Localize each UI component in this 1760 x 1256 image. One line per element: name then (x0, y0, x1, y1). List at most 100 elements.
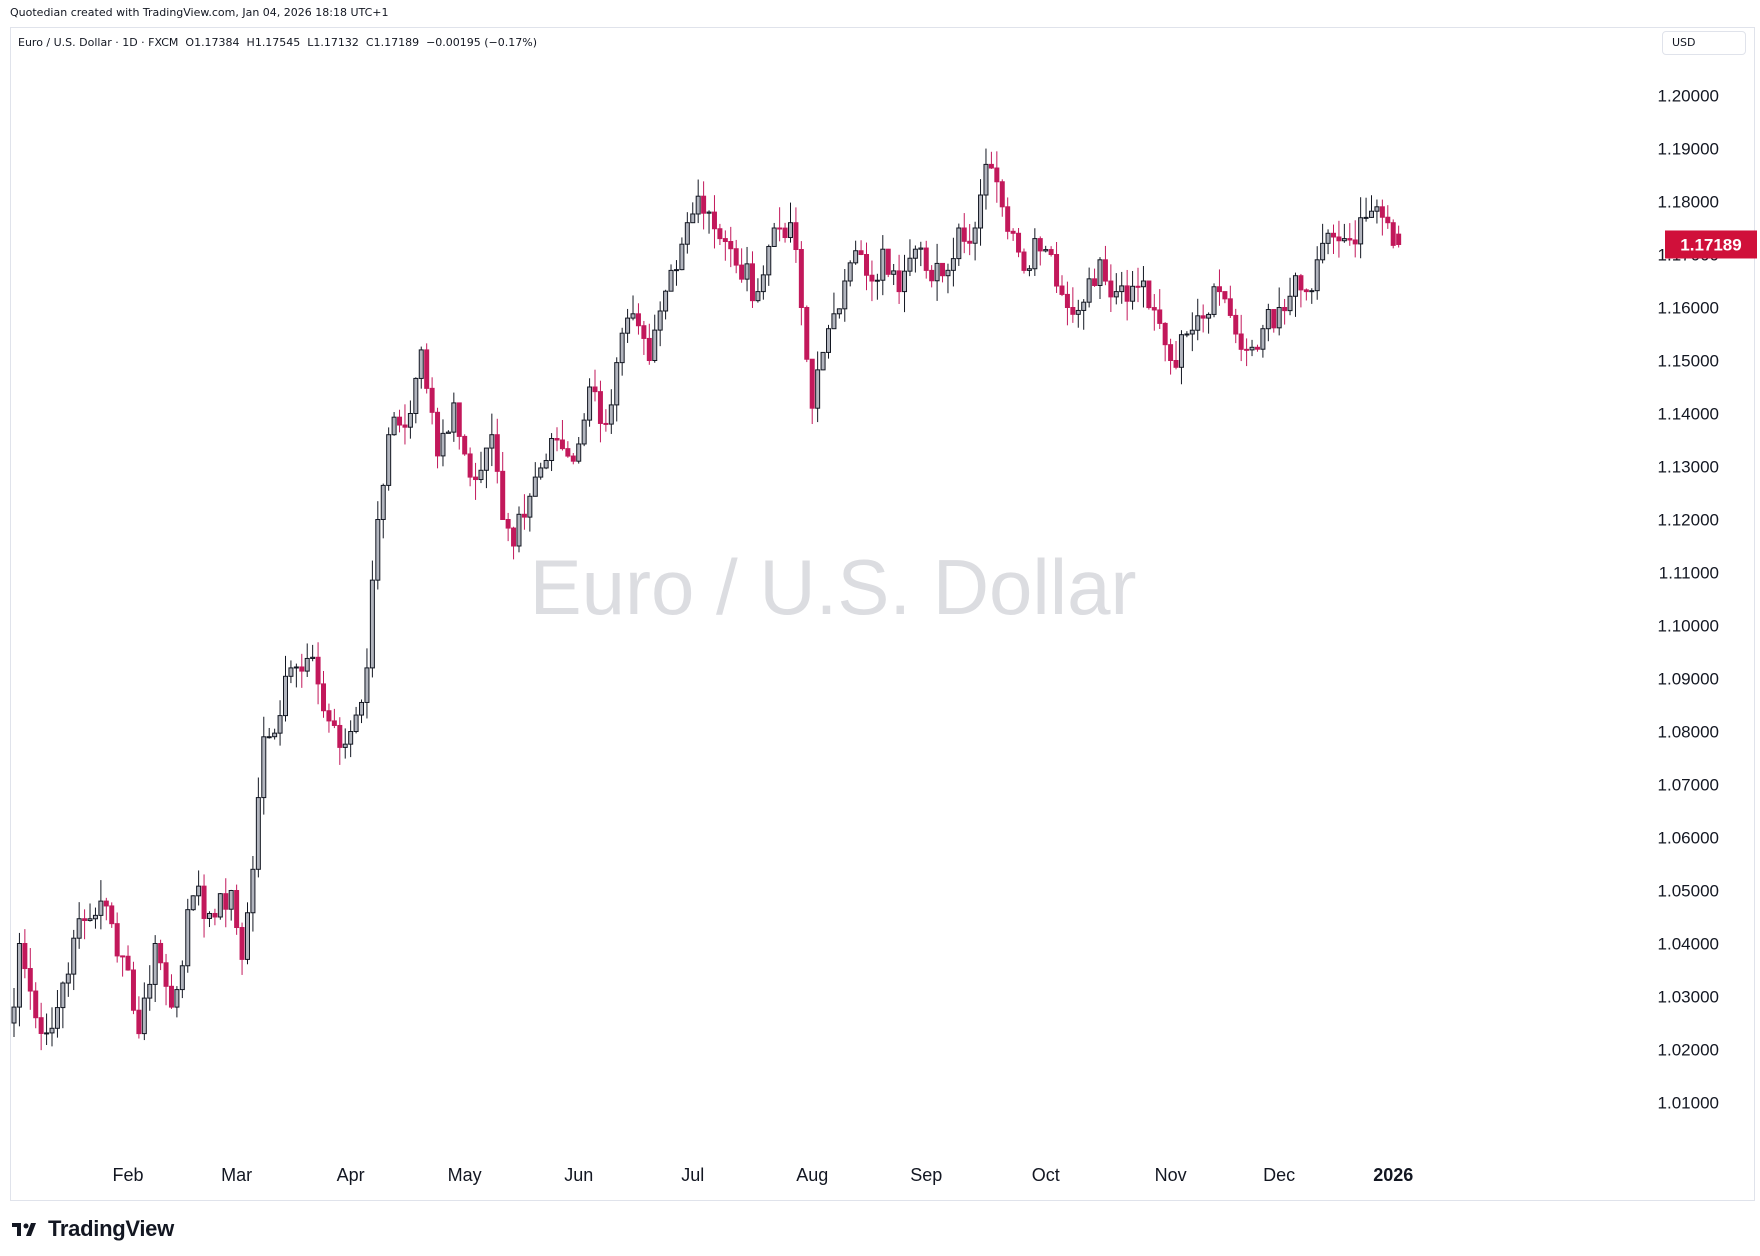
candle-body (1016, 232, 1022, 253)
candle-body (570, 455, 576, 462)
candle (125, 945, 131, 971)
candle (1026, 265, 1032, 277)
candle-body (1102, 259, 1108, 282)
candle (630, 295, 636, 321)
y-tick-label: 1.14000 (1658, 405, 1719, 424)
candle-body (179, 965, 185, 991)
candle (554, 427, 560, 452)
candle-body (815, 369, 821, 409)
last-price-label: 1.17189 (1680, 235, 1741, 254)
candle-body (1222, 291, 1228, 300)
candle (1216, 269, 1222, 306)
candle-body (1081, 301, 1087, 311)
candle (500, 451, 506, 521)
candle-body (342, 743, 348, 748)
candle-body (684, 222, 690, 245)
candle (478, 451, 484, 484)
candle (261, 716, 267, 815)
candle-body (923, 247, 929, 271)
y-tick-label: 1.02000 (1658, 1041, 1719, 1060)
candle-body (1325, 232, 1331, 244)
candle (1102, 245, 1108, 286)
candle (570, 453, 576, 465)
candle-body (543, 459, 549, 469)
currency-tag[interactable]: USD (1662, 31, 1746, 55)
candle-body (283, 675, 288, 717)
candle (543, 453, 549, 470)
candle-body (1151, 307, 1157, 311)
candle (641, 320, 647, 355)
candle (587, 378, 593, 427)
candle-body (554, 438, 560, 441)
candle-body (418, 349, 424, 379)
candle-body (1108, 280, 1114, 298)
candle-body (201, 885, 207, 919)
candle (538, 462, 544, 480)
candle (847, 260, 853, 287)
candle (782, 222, 788, 243)
candle-body (1054, 254, 1060, 287)
candle-body (429, 387, 435, 413)
candle-body (549, 438, 555, 461)
candle (663, 289, 669, 320)
candle (614, 357, 620, 422)
candle (76, 902, 82, 949)
candle (1200, 304, 1206, 333)
chart-credit: Quotedian created with TradingView.com, … (10, 6, 389, 19)
candle (934, 243, 940, 301)
x-tick-label: 2026 (1373, 1165, 1413, 1185)
candle-body (473, 476, 479, 481)
candle (38, 1002, 44, 1051)
chart-panel[interactable] (10, 27, 1755, 1201)
candle (71, 929, 77, 991)
candle-body (597, 391, 603, 424)
candle (961, 213, 967, 254)
candle (625, 308, 631, 343)
candle (228, 889, 234, 921)
x-tick-label: Oct (1032, 1165, 1060, 1185)
x-tick-label: Dec (1263, 1165, 1295, 1185)
candle-body (1097, 259, 1103, 286)
candle-body (820, 351, 826, 371)
candle (1092, 268, 1098, 287)
candle (402, 404, 408, 445)
candle-body (353, 714, 359, 733)
candle-body (961, 227, 967, 242)
candle-body (516, 513, 522, 547)
candle (885, 248, 891, 278)
candle (999, 179, 1005, 217)
candle (244, 902, 250, 965)
candle (1206, 312, 1212, 334)
candle-body (603, 422, 609, 425)
candle (1184, 331, 1190, 338)
candle (1113, 273, 1119, 305)
candle-body (445, 431, 451, 434)
candle-body (1244, 348, 1250, 351)
candle (1168, 338, 1174, 375)
candle (1075, 299, 1081, 328)
y-tick-label: 1.20000 (1658, 87, 1719, 106)
candle (826, 324, 831, 359)
candle (418, 346, 424, 389)
y-tick-label: 1.11000 (1659, 564, 1719, 583)
candle (907, 239, 913, 277)
candle-body (1032, 238, 1038, 270)
candle-body (766, 245, 772, 276)
candle-body (168, 985, 174, 1008)
candle-body (310, 656, 316, 659)
candle (657, 301, 663, 347)
candle (120, 955, 126, 977)
candle-body (1358, 217, 1364, 245)
candle-body (130, 969, 136, 1011)
candle-body (1189, 329, 1195, 335)
candle (749, 251, 755, 308)
candle-body (147, 983, 153, 999)
candle (684, 212, 690, 254)
candle (435, 407, 441, 469)
candle (516, 506, 522, 553)
candle (1211, 283, 1217, 318)
candle (739, 248, 745, 283)
candle-body (451, 402, 457, 433)
candle-body (945, 269, 951, 277)
